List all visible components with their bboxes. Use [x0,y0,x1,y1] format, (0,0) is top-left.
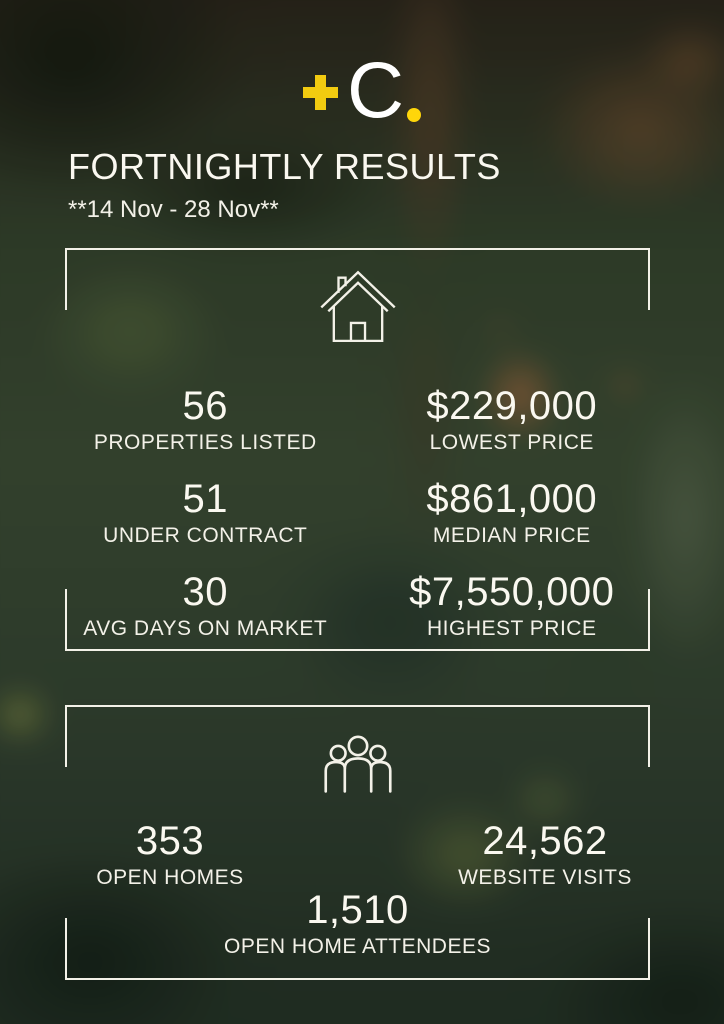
frame-corner [65,918,67,980]
stat-label: AVG DAYS ON MARKET [83,616,328,640]
stat-label: UNDER CONTRACT [103,523,308,547]
stat-label: PROPERTIES LISTED [93,430,317,454]
stat-under-contract: 51 UNDER CONTRACT [65,475,358,549]
frame-bottom-edge [65,978,650,980]
page-title: FORTNIGHTLY RESULTS [68,146,501,187]
date-range: **14 Nov - 28 Nov** [68,196,279,223]
stat-avg-days-on-market: 30 AVG DAYS ON MARKET [65,568,358,642]
frame-corner [648,918,650,980]
frame-top-edge [65,705,650,707]
stat-lowest-price: $229,000 LOWEST PRICE [358,382,651,456]
logo-letter: C [346,45,405,134]
stat-highest-price: $7,550,000 HIGHEST PRICE [358,568,651,642]
stat-value: $229,000 [426,383,598,428]
house-icon [65,266,650,344]
stat-label: OPEN HOME ATTENDEES [224,935,491,958]
property-stats-grid: 56 PROPERTIES LISTED $229,000 LOWEST PRI… [65,372,650,651]
dot-icon [407,108,422,122]
plus-icon [302,74,338,110]
frame-corner [648,705,650,767]
stat-label: WEBSITE VISITS [458,866,632,889]
stat-label: OPEN HOMES [96,866,244,889]
stat-value: $861,000 [426,476,598,521]
stat-label: MEDIAN PRICE [432,523,591,547]
frame-corner [65,248,67,310]
stat-value: 51 [182,476,228,521]
frame-corner [65,705,67,767]
stat-website-visits: 24,562 WEBSITE VISITS [399,817,691,891]
stat-value: 1,510 [306,888,409,932]
properties-panel: 56 PROPERTIES LISTED $229,000 LOWEST PRI… [65,248,650,651]
stat-value: $7,550,000 [409,569,615,614]
stat-value: 56 [182,383,228,428]
frame-bottom-edge [65,649,650,651]
stat-value: 30 [182,569,228,614]
stat-median-price: $861,000 MEDIAN PRICE [358,475,651,549]
stat-value: 353 [135,819,205,863]
frame-top-edge [65,248,650,250]
stat-open-home-attendees: 1,510 OPEN HOME ATTENDEES [65,886,650,960]
frame-corner [648,248,650,310]
stat-properties-listed: 56 PROPERTIES LISTED [65,382,358,456]
stat-label: HIGHEST PRICE [427,616,597,640]
stat-open-homes: 353 OPEN HOMES [65,817,275,891]
stat-value: 24,562 [482,819,608,863]
frame-corner [65,589,67,651]
brand-logo: C [0,45,724,134]
people-icon [65,726,650,796]
frame-corner [648,589,650,651]
stat-label: LOWEST PRICE [429,430,594,454]
engagement-panel: 353 OPEN HOMES 24,562 WEBSITE VISITS 1,5… [65,705,650,980]
